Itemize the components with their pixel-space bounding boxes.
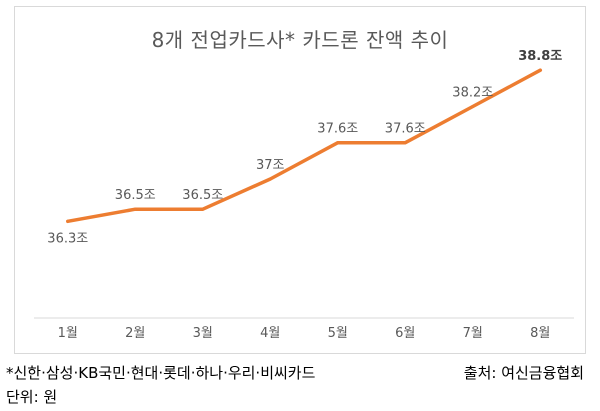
data-label: 36.5조: [115, 188, 156, 203]
x-tick-label: 1월: [58, 326, 78, 341]
chart-title: 8개 전업카드사* 카드론 잔액 추이: [151, 28, 449, 52]
data-point: [538, 68, 542, 72]
x-tick-label: 7월: [463, 326, 483, 341]
data-label: 36.5조: [182, 188, 223, 203]
data-label: 37조: [256, 158, 285, 173]
data-point: [66, 219, 70, 223]
data-label: 37.6조: [317, 122, 358, 137]
data-point: [201, 207, 205, 211]
x-tick-label: 3월: [193, 326, 213, 341]
data-point: [133, 207, 137, 211]
x-tick-label: 2월: [125, 326, 145, 341]
source-label: 출처: 여신금융협회: [463, 364, 584, 382]
data-label: 37.6조: [385, 122, 426, 137]
data-point: [336, 141, 340, 145]
data-point: [471, 104, 475, 108]
x-tick-label: 5월: [328, 326, 348, 341]
data-label: 38.8조: [518, 49, 562, 64]
footnote: *신한·삼성·KB국민·현대·롯데·하나·우리·비씨카드: [6, 364, 316, 382]
data-label: 36.3조: [47, 231, 88, 246]
unit-label: 단위: 원: [6, 388, 58, 406]
x-tick-label: 4월: [260, 326, 280, 341]
series-line: [66, 68, 543, 224]
data-point: [403, 141, 407, 145]
data-point: [268, 177, 272, 181]
data-label: 38.2조: [452, 85, 493, 100]
x-tick-label: 8월: [530, 326, 550, 341]
x-tick-label: 6월: [395, 326, 415, 341]
chart-frame: [14, 6, 586, 354]
